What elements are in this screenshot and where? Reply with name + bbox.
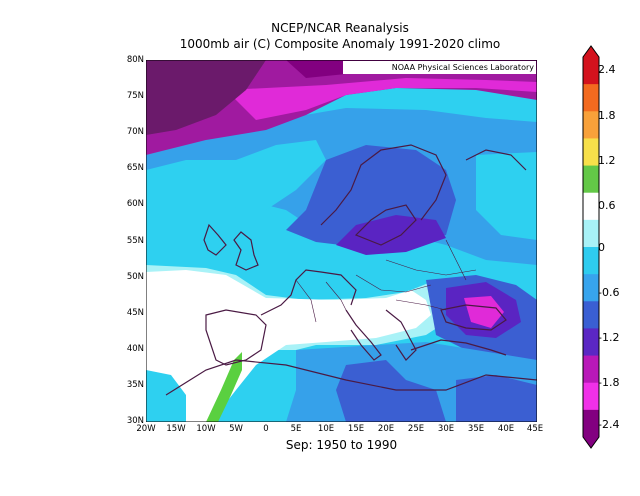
colorbar-segment — [583, 192, 599, 221]
colorbar-label: -1.2 — [598, 331, 620, 344]
anomaly-deep-blue-south — [336, 360, 446, 422]
map-title: NCEP/NCAR Reanalysis — [271, 21, 409, 35]
anomaly-cyan-atlantic — [146, 140, 326, 210]
colorbar-segment — [583, 219, 599, 248]
lat-label: 65N — [126, 163, 144, 173]
period-label: Sep: 1950 to 1990 — [285, 438, 398, 452]
colorbar-segment — [583, 165, 599, 194]
lon-label: 25E — [407, 424, 425, 434]
lon-label: 45E — [526, 424, 544, 434]
lat-label: 35N — [126, 380, 144, 390]
anomaly-magenta-black-sea — [464, 296, 504, 328]
colorbar-top-arrow — [583, 46, 599, 57]
lat-label: 75N — [126, 91, 144, 101]
map-subtitle: 1000mb air (C) Composite Anomaly 1991-20… — [179, 37, 501, 51]
credit-label: NOAA Physical Sciences Laboratory — [343, 61, 536, 74]
anomaly-deep-purple-arctic — [146, 60, 266, 135]
colorbar-label: -1.8 — [598, 376, 620, 389]
lon-label: 20W — [136, 424, 156, 434]
anomaly-green-morocco — [206, 352, 242, 422]
colorbar-segment — [583, 328, 599, 357]
lon-label: 5E — [290, 424, 302, 434]
colorbar-segment — [583, 355, 599, 384]
colorbar-label: -0.6 — [598, 286, 620, 299]
lon-label: 15W — [166, 424, 186, 434]
colorbar-label: 1.8 — [598, 109, 616, 122]
anomaly-magenta-arctic — [226, 78, 537, 120]
colorbar-segment — [583, 247, 599, 275]
colorbar-label: 0 — [598, 241, 605, 254]
anomaly-map — [146, 60, 537, 422]
colorbar-segment — [583, 274, 599, 302]
colorbar-bottom-arrow — [583, 437, 599, 448]
lat-label: 40N — [126, 344, 144, 354]
colorbar-segment — [583, 84, 599, 112]
lon-label: 35E — [467, 424, 485, 434]
colorbar-segment — [583, 409, 599, 438]
lon-label: 0 — [263, 424, 269, 434]
anomaly-white-central — [146, 270, 431, 422]
borders — [295, 239, 477, 323]
colorbar-segment — [583, 301, 599, 329]
colorbar-segment — [583, 138, 599, 167]
lon-label: 15E — [347, 424, 365, 434]
colorbar — [582, 45, 600, 449]
colorbar-label: -2.4 — [598, 418, 620, 431]
lat-label: 60N — [126, 199, 144, 209]
colorbar-segment — [583, 57, 599, 85]
lon-label: 20E — [377, 424, 395, 434]
lon-label: 30E — [437, 424, 455, 434]
coastlines — [165, 144, 537, 396]
lat-label: 30N — [126, 416, 144, 426]
lat-label: 80N — [126, 55, 144, 65]
lat-label: 50N — [126, 272, 144, 282]
lon-label: 10E — [317, 424, 335, 434]
anomaly-violet-baltic — [336, 215, 446, 255]
lat-label: 45N — [126, 308, 144, 318]
anomaly-deep-blue-southeast — [456, 375, 537, 422]
colorbar-label: 1.2 — [598, 154, 616, 167]
colorbar-label: 2.4 — [598, 63, 616, 76]
lon-label: 5W — [229, 424, 243, 434]
colorbar-segment — [583, 111, 599, 139]
colorbar-segment — [583, 382, 599, 411]
lon-label: 10W — [196, 424, 216, 434]
lat-label: 70N — [126, 127, 144, 137]
colorbar-outline — [582, 45, 600, 449]
lat-label: 55N — [126, 236, 144, 246]
lon-label: 40E — [497, 424, 515, 434]
colorbar-label: 0.6 — [598, 199, 616, 212]
anomaly-cyan-east — [476, 152, 537, 240]
